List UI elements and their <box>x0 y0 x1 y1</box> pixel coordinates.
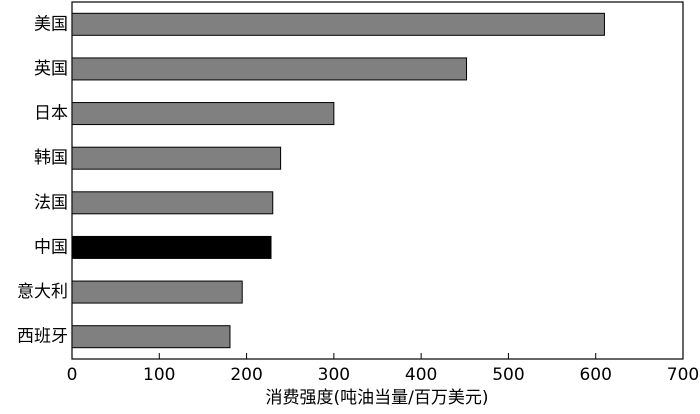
x-tick-label: 100 <box>143 365 175 385</box>
x-tick-label: 600 <box>579 365 611 385</box>
bar <box>71 280 243 304</box>
x-tick-label: 500 <box>492 365 524 385</box>
y-tick-label: 英国 <box>34 59 68 79</box>
x-axis-label: 消费强度(吨油当量/百万美元) <box>266 388 489 408</box>
bar <box>71 235 272 259</box>
x-tick-label: 0 <box>67 365 78 385</box>
bar <box>71 102 335 126</box>
bar <box>71 57 468 81</box>
plot-frame <box>71 1 684 360</box>
y-tick-label: 韩国 <box>34 148 68 168</box>
bar <box>71 146 282 170</box>
bar <box>71 325 231 349</box>
bar <box>71 12 605 36</box>
y-tick-label: 美国 <box>34 14 68 34</box>
x-tick-label: 700 <box>667 365 699 385</box>
y-tick-label: 法国 <box>34 193 68 213</box>
y-tick-label: 西班牙 <box>17 327 68 347</box>
y-tick-label: 意大利 <box>17 282 68 302</box>
y-tick-label: 中国 <box>34 237 68 257</box>
x-tick-label: 300 <box>318 365 350 385</box>
y-tick-label: 日本 <box>34 104 68 124</box>
x-tick-label: 400 <box>405 365 437 385</box>
bar <box>71 191 274 215</box>
x-tick-label: 200 <box>230 365 262 385</box>
